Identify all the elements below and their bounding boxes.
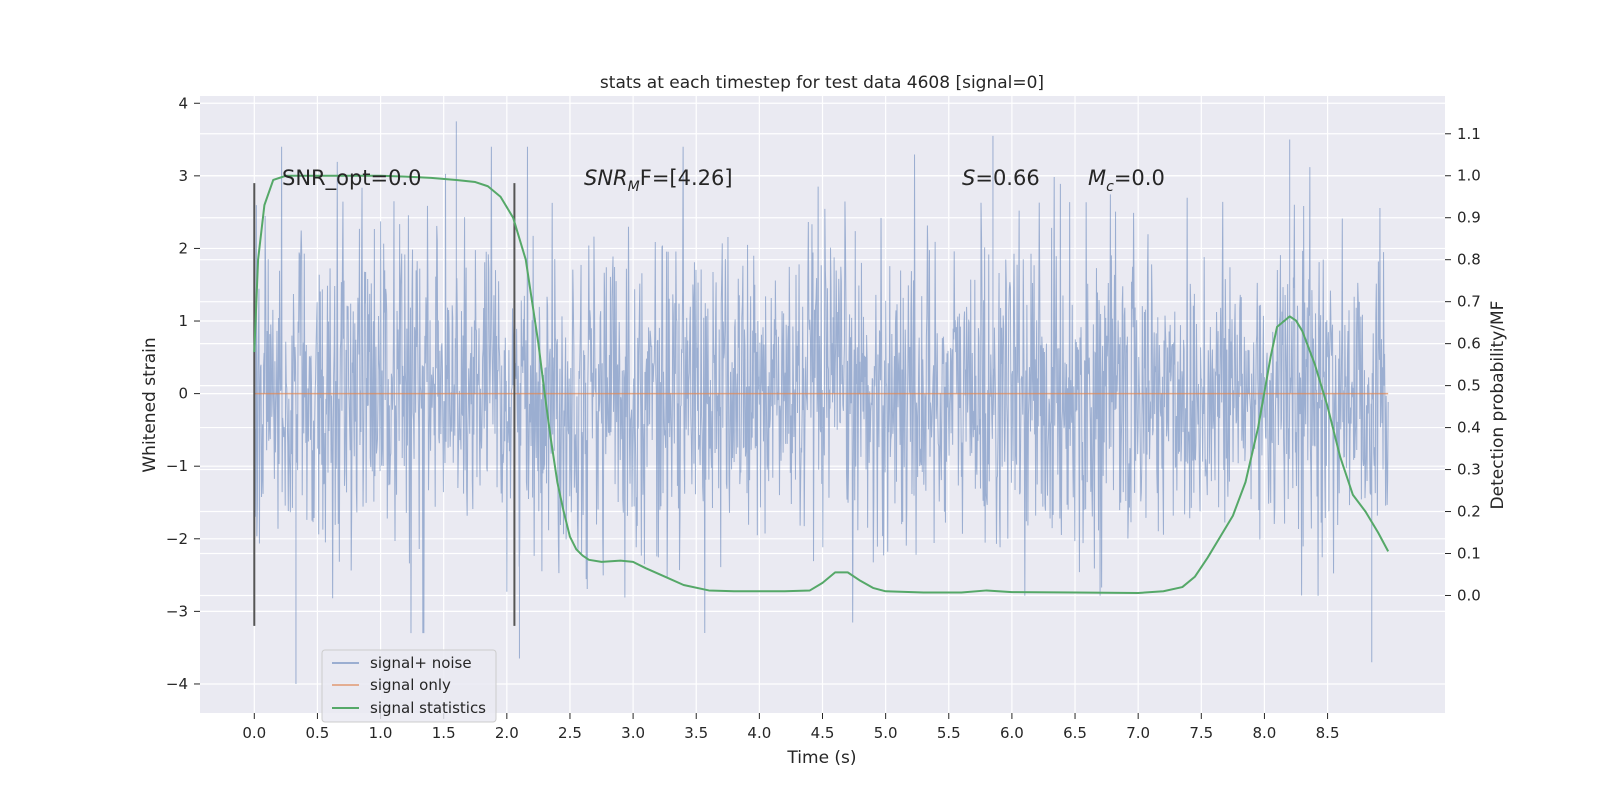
y-tick-label: −1 bbox=[166, 457, 188, 475]
legend-box bbox=[321, 649, 497, 723]
y-tick-label: 0 bbox=[178, 385, 188, 403]
vertical-markers bbox=[253, 183, 516, 626]
y2-tick-label: 0.1 bbox=[1457, 545, 1481, 563]
x-tick-label: 2.5 bbox=[558, 724, 582, 742]
annotation-s-rest: =0.66 bbox=[975, 166, 1039, 190]
x-tick-label: 2.0 bbox=[495, 724, 519, 742]
annotation-snr-mf-sub: M bbox=[628, 179, 640, 195]
x-tick-label: 3.5 bbox=[684, 724, 708, 742]
annotation-snr-mf-main: SNR bbox=[584, 166, 628, 190]
annotation-mc-rest: =0.0 bbox=[1114, 166, 1165, 190]
signal-statistics-series bbox=[253, 174, 1390, 594]
signal-noise-line bbox=[253, 121, 1389, 684]
chart-title: stats at each timestep for test data 460… bbox=[600, 73, 1044, 93]
y2-tick-label: 0.8 bbox=[1457, 251, 1481, 269]
legend: signal+ noise signal only signal statist… bbox=[321, 649, 497, 723]
x-axis-label: Time (s) bbox=[786, 748, 856, 768]
y2-tick-label: 1.1 bbox=[1457, 125, 1481, 143]
y-tick-label: 2 bbox=[178, 239, 188, 257]
x-tick-label: 4.5 bbox=[811, 724, 835, 742]
x-tick-label: 8.5 bbox=[1316, 724, 1340, 742]
y-axis-label: Whitened strain bbox=[140, 337, 160, 472]
y2-tick-label: 0.5 bbox=[1457, 377, 1481, 395]
legend-label-noise: signal+ noise bbox=[370, 654, 472, 672]
legend-label-signal-only: signal only bbox=[370, 676, 451, 694]
y-tick-label: −2 bbox=[166, 530, 188, 548]
y2-axis-label: Detection probability/MF bbox=[1488, 301, 1508, 510]
annotation-snr-mf-rest: F=[4.26] bbox=[640, 166, 733, 190]
y-axis-ticks: 4 3 2 1 0 −1 −2 −3 −4 bbox=[166, 94, 200, 693]
y2-tick-label: 0.9 bbox=[1457, 209, 1481, 227]
y-tick-label: −3 bbox=[166, 602, 188, 620]
x-tick-label: 7.0 bbox=[1126, 724, 1150, 742]
y2-tick-label: 1.0 bbox=[1457, 167, 1481, 185]
annotation-mc-sub: c bbox=[1106, 179, 1114, 195]
x-tick-label: 6.5 bbox=[1063, 724, 1087, 742]
x-tick-label: 7.5 bbox=[1189, 724, 1213, 742]
x-axis-ticks: 0.0 0.5 1.0 1.5 2.0 2.5 3.0 3.5 4.0 4.5 5.0 5.5 6.0 6… bbox=[242, 713, 1340, 742]
annotation-mc-main: M bbox=[1088, 166, 1106, 190]
signal-noise-series bbox=[253, 121, 1389, 684]
y2-tick-label: 0.7 bbox=[1457, 293, 1481, 311]
x-tick-label: 0.0 bbox=[242, 724, 266, 742]
y2-tick-label: 0.4 bbox=[1457, 419, 1481, 437]
x-tick-label: 8.0 bbox=[1253, 724, 1277, 742]
annotation-snr-mf: SNRMF=[4.26] bbox=[584, 166, 733, 195]
y2-tick-label: 0.2 bbox=[1457, 503, 1481, 521]
y-tick-label: 1 bbox=[178, 312, 188, 330]
x-tick-label: 4.0 bbox=[747, 724, 771, 742]
y2-tick-label: 0.3 bbox=[1457, 461, 1481, 479]
annotation-s-main: S bbox=[962, 166, 975, 190]
legend-label-statistics: signal statistics bbox=[370, 699, 486, 717]
signal-statistics-line bbox=[253, 174, 1390, 594]
annotation-snr-opt: SNR_opt=0.0 bbox=[282, 166, 422, 191]
y-tick-label: −4 bbox=[166, 675, 188, 693]
annotation-s: S=0.66 bbox=[962, 166, 1040, 190]
y2-axis-ticks: 1.1 1.0 0.9 0.8 0.7 0.6 0.5 0.4 0.3 0.2 0.1 0.0 bbox=[1445, 125, 1481, 604]
x-tick-label: 1.5 bbox=[432, 724, 456, 742]
y2-tick-label: 0.6 bbox=[1457, 335, 1481, 353]
x-tick-label: 5.5 bbox=[937, 724, 961, 742]
x-tick-label: 0.5 bbox=[305, 724, 329, 742]
x-tick-label: 3.0 bbox=[621, 724, 645, 742]
x-tick-label: 1.0 bbox=[369, 724, 393, 742]
y2-tick-label: 0.0 bbox=[1457, 586, 1481, 604]
y-tick-label: 3 bbox=[178, 167, 188, 185]
x-tick-label: 5.0 bbox=[874, 724, 898, 742]
y-tick-label: 4 bbox=[178, 94, 188, 112]
x-tick-label: 6.0 bbox=[1000, 724, 1024, 742]
annotation-mc: Mc=0.0 bbox=[1088, 166, 1165, 195]
